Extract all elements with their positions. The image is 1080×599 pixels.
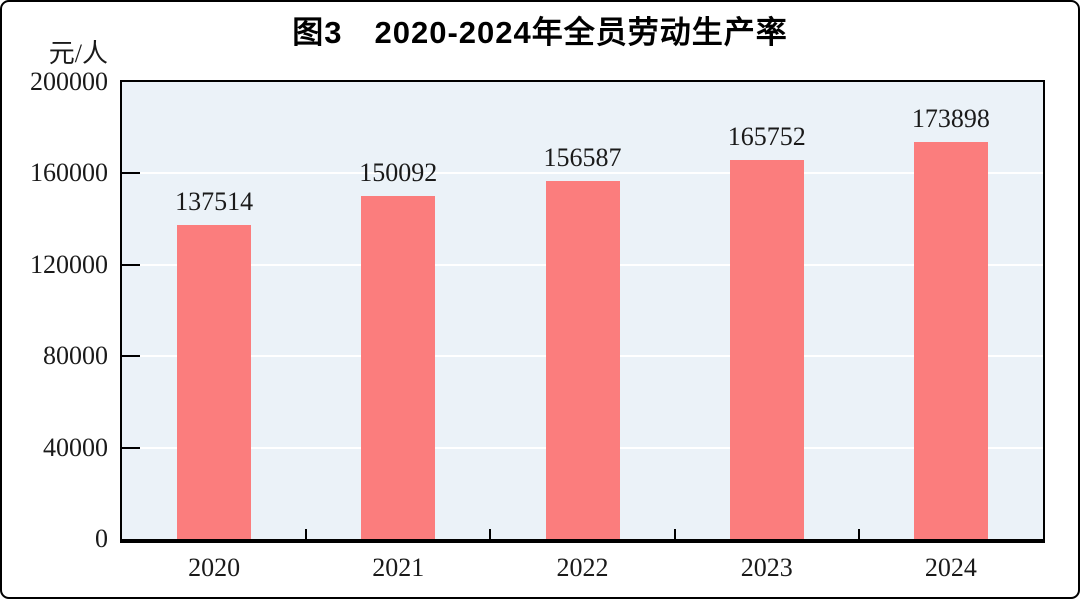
y-tick-label: 200000 (30, 67, 108, 96)
x-tick-label-2020: 2020 (188, 553, 241, 582)
chart-title: 图3 2020-2024年全员劳动生产率 (292, 15, 788, 50)
y-axis-tick (122, 263, 140, 266)
bar-2021 (361, 196, 436, 539)
bar-2024 (913, 141, 988, 539)
bar-value-label: 156587 (543, 143, 622, 173)
bar-2020 (177, 224, 252, 539)
x-tick-label-2024: 2024 (924, 553, 977, 582)
gridline (122, 172, 1043, 175)
x-axis-tick (673, 529, 676, 539)
y-axis-tick (122, 355, 140, 358)
x-tick-label-2021: 2021 (372, 553, 425, 582)
y-tick-label: 120000 (30, 249, 108, 279)
bar-value-label: 173898 (911, 103, 990, 133)
y-axis-tick (122, 446, 140, 449)
bar-2022 (545, 181, 620, 539)
y-tick-label: 0 (95, 524, 108, 553)
x-axis-tick (305, 529, 308, 539)
y-tick-label: 80000 (43, 341, 108, 371)
bar-value-label: 137514 (175, 186, 254, 216)
plot-area: 137514 150092 156587 165752 173898 (120, 80, 1045, 543)
y-tick-label: 160000 (30, 158, 108, 188)
x-axis-tick (489, 529, 492, 539)
y-tick-label: 40000 (43, 432, 108, 462)
x-tick-label-2023: 2023 (740, 553, 793, 582)
y-axis-unit-label: 元/人 (48, 39, 108, 68)
bar-value-label: 150092 (359, 158, 438, 188)
bar-2023 (729, 160, 804, 539)
x-tick-label-2022: 2022 (556, 553, 609, 582)
y-axis-tick (122, 172, 140, 175)
x-axis-tick (857, 529, 860, 539)
bar-value-label: 165752 (727, 122, 806, 152)
